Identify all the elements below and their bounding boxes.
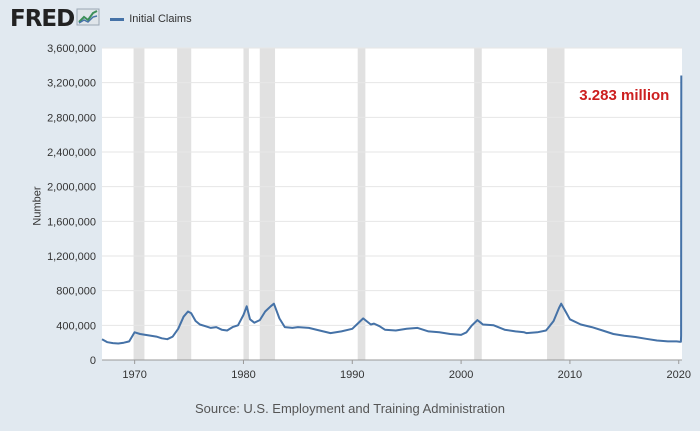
x-tick-label: 2010 [558,369,582,381]
recession-shading [133,48,565,360]
recession-band [243,48,249,360]
x-tick-label: 1970 [122,369,146,381]
recession-band [547,48,565,360]
x-tick-label: 1990 [340,369,364,381]
source-note: Source: U.S. Employment and Training Adm… [195,401,505,416]
x-tick-label: 1980 [231,369,255,381]
y-axis-title: Number [31,186,44,226]
fred-logo: FRED [10,6,75,32]
recession-band [474,48,482,360]
recession-band [357,48,366,360]
plot-area [102,48,682,360]
series-layer [101,75,683,345]
x-axis-ticks: 1970 1980 1990 2000 2010 2020 [102,359,691,381]
recession-band [177,48,192,360]
x-tick-label: 2020 [666,369,690,381]
annotation-label: 3.283 million [579,87,669,104]
legend: Initial Claims [110,13,192,25]
series-line [101,75,683,345]
trend-chart-icon [76,8,100,31]
y-tick-label: 0 [90,355,96,367]
y-tick-label: 400,000 [56,320,96,332]
y-tick-label: 2,800,000 [47,112,96,124]
chart-header: FRED Initial Claims [10,6,192,32]
y-tick-label: 1,600,000 [47,216,96,228]
x-tick-label: 2000 [449,369,473,381]
y-tick-label: 800,000 [56,286,96,298]
y-tick-label: 2,000,000 [47,182,96,194]
y-tick-label: 2,400,000 [47,147,96,159]
y-tick-label: 1,200,000 [47,251,96,263]
legend-swatch [110,17,125,21]
annotation-layer: 3.283 million [579,87,669,104]
recession-band [259,48,276,360]
legend-label: Initial Claims [129,13,192,25]
y-tick-label: 3,200,000 [47,78,96,90]
y-axis-ticks: 0 400,000 800,000 1,200,000 1,600,000 2,000,0… [47,43,96,367]
y-tick-label: 3,600,000 [47,43,96,55]
recession-band [133,48,145,360]
